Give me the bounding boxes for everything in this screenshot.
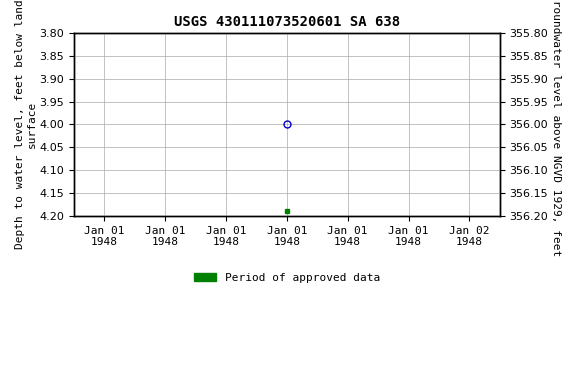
Y-axis label: Groundwater level above NGVD 1929, feet: Groundwater level above NGVD 1929, feet xyxy=(551,0,561,256)
Title: USGS 430111073520601 SA 638: USGS 430111073520601 SA 638 xyxy=(174,15,400,29)
Legend: Period of approved data: Period of approved data xyxy=(190,268,385,287)
Y-axis label: Depth to water level, feet below land
surface: Depth to water level, feet below land su… xyxy=(15,0,37,249)
